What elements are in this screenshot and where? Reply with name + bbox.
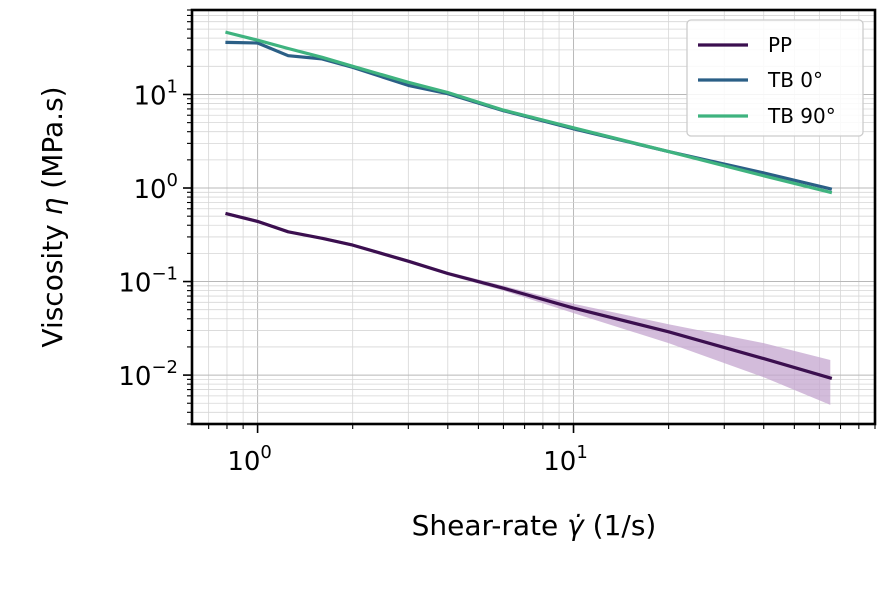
x-tick-label-base: 10 <box>543 447 576 477</box>
x-tick-label-exponent: 0 <box>260 442 271 463</box>
y-tick-label-base: 10 <box>133 81 166 111</box>
y-tick-label-base: 10 <box>118 269 151 299</box>
y-tick-label: 10−2 <box>118 357 178 392</box>
legend: PP TB 0° TB 90° <box>686 19 864 137</box>
x-tick-label: 101 <box>543 442 588 477</box>
x-tick-label: 100 <box>227 442 272 477</box>
y-tick-label-exponent: 0 <box>167 170 178 191</box>
legend-label-tb90: TB 90° <box>767 104 836 128</box>
y-axis-label-symbol: η <box>36 198 69 216</box>
x-tick-label-base: 10 <box>227 447 260 477</box>
x-axis-label-text: Shear-rate <box>412 509 568 542</box>
y-axis-label-text: Viscosity <box>36 215 69 347</box>
y-axis-label: Viscosity η (MPa.s) <box>36 86 69 347</box>
y-tick-label-exponent: −2 <box>151 357 178 378</box>
x-axis-label-symbol: γ̇ <box>567 509 585 542</box>
y-axis-label-unit: (MPa.s) <box>36 86 69 197</box>
y-tick-label: 10−1 <box>118 264 178 299</box>
y-tick-label-exponent: 1 <box>167 76 178 97</box>
legend-frame <box>686 19 864 137</box>
y-tick-label-base: 10 <box>118 362 151 392</box>
y-tick-label-exponent: −1 <box>151 264 178 285</box>
series-line-tb-90 <box>225 30 833 195</box>
legend-label-pp: PP <box>768 33 792 57</box>
y-tick-label: 100 <box>133 170 178 205</box>
y-tick-label-base: 10 <box>133 175 166 205</box>
series-line-pp <box>225 211 833 380</box>
x-axis-label-unit: (1/s) <box>584 509 657 542</box>
x-tick-label-exponent: 1 <box>576 442 587 463</box>
x-axis-label: Shear-rate γ̇ (1/s) <box>412 509 657 542</box>
series-layer <box>225 30 833 405</box>
plot-frame <box>190 8 877 426</box>
y-tick-label: 101 <box>133 76 178 111</box>
legend-label-tb0: TB 0° <box>767 68 823 92</box>
